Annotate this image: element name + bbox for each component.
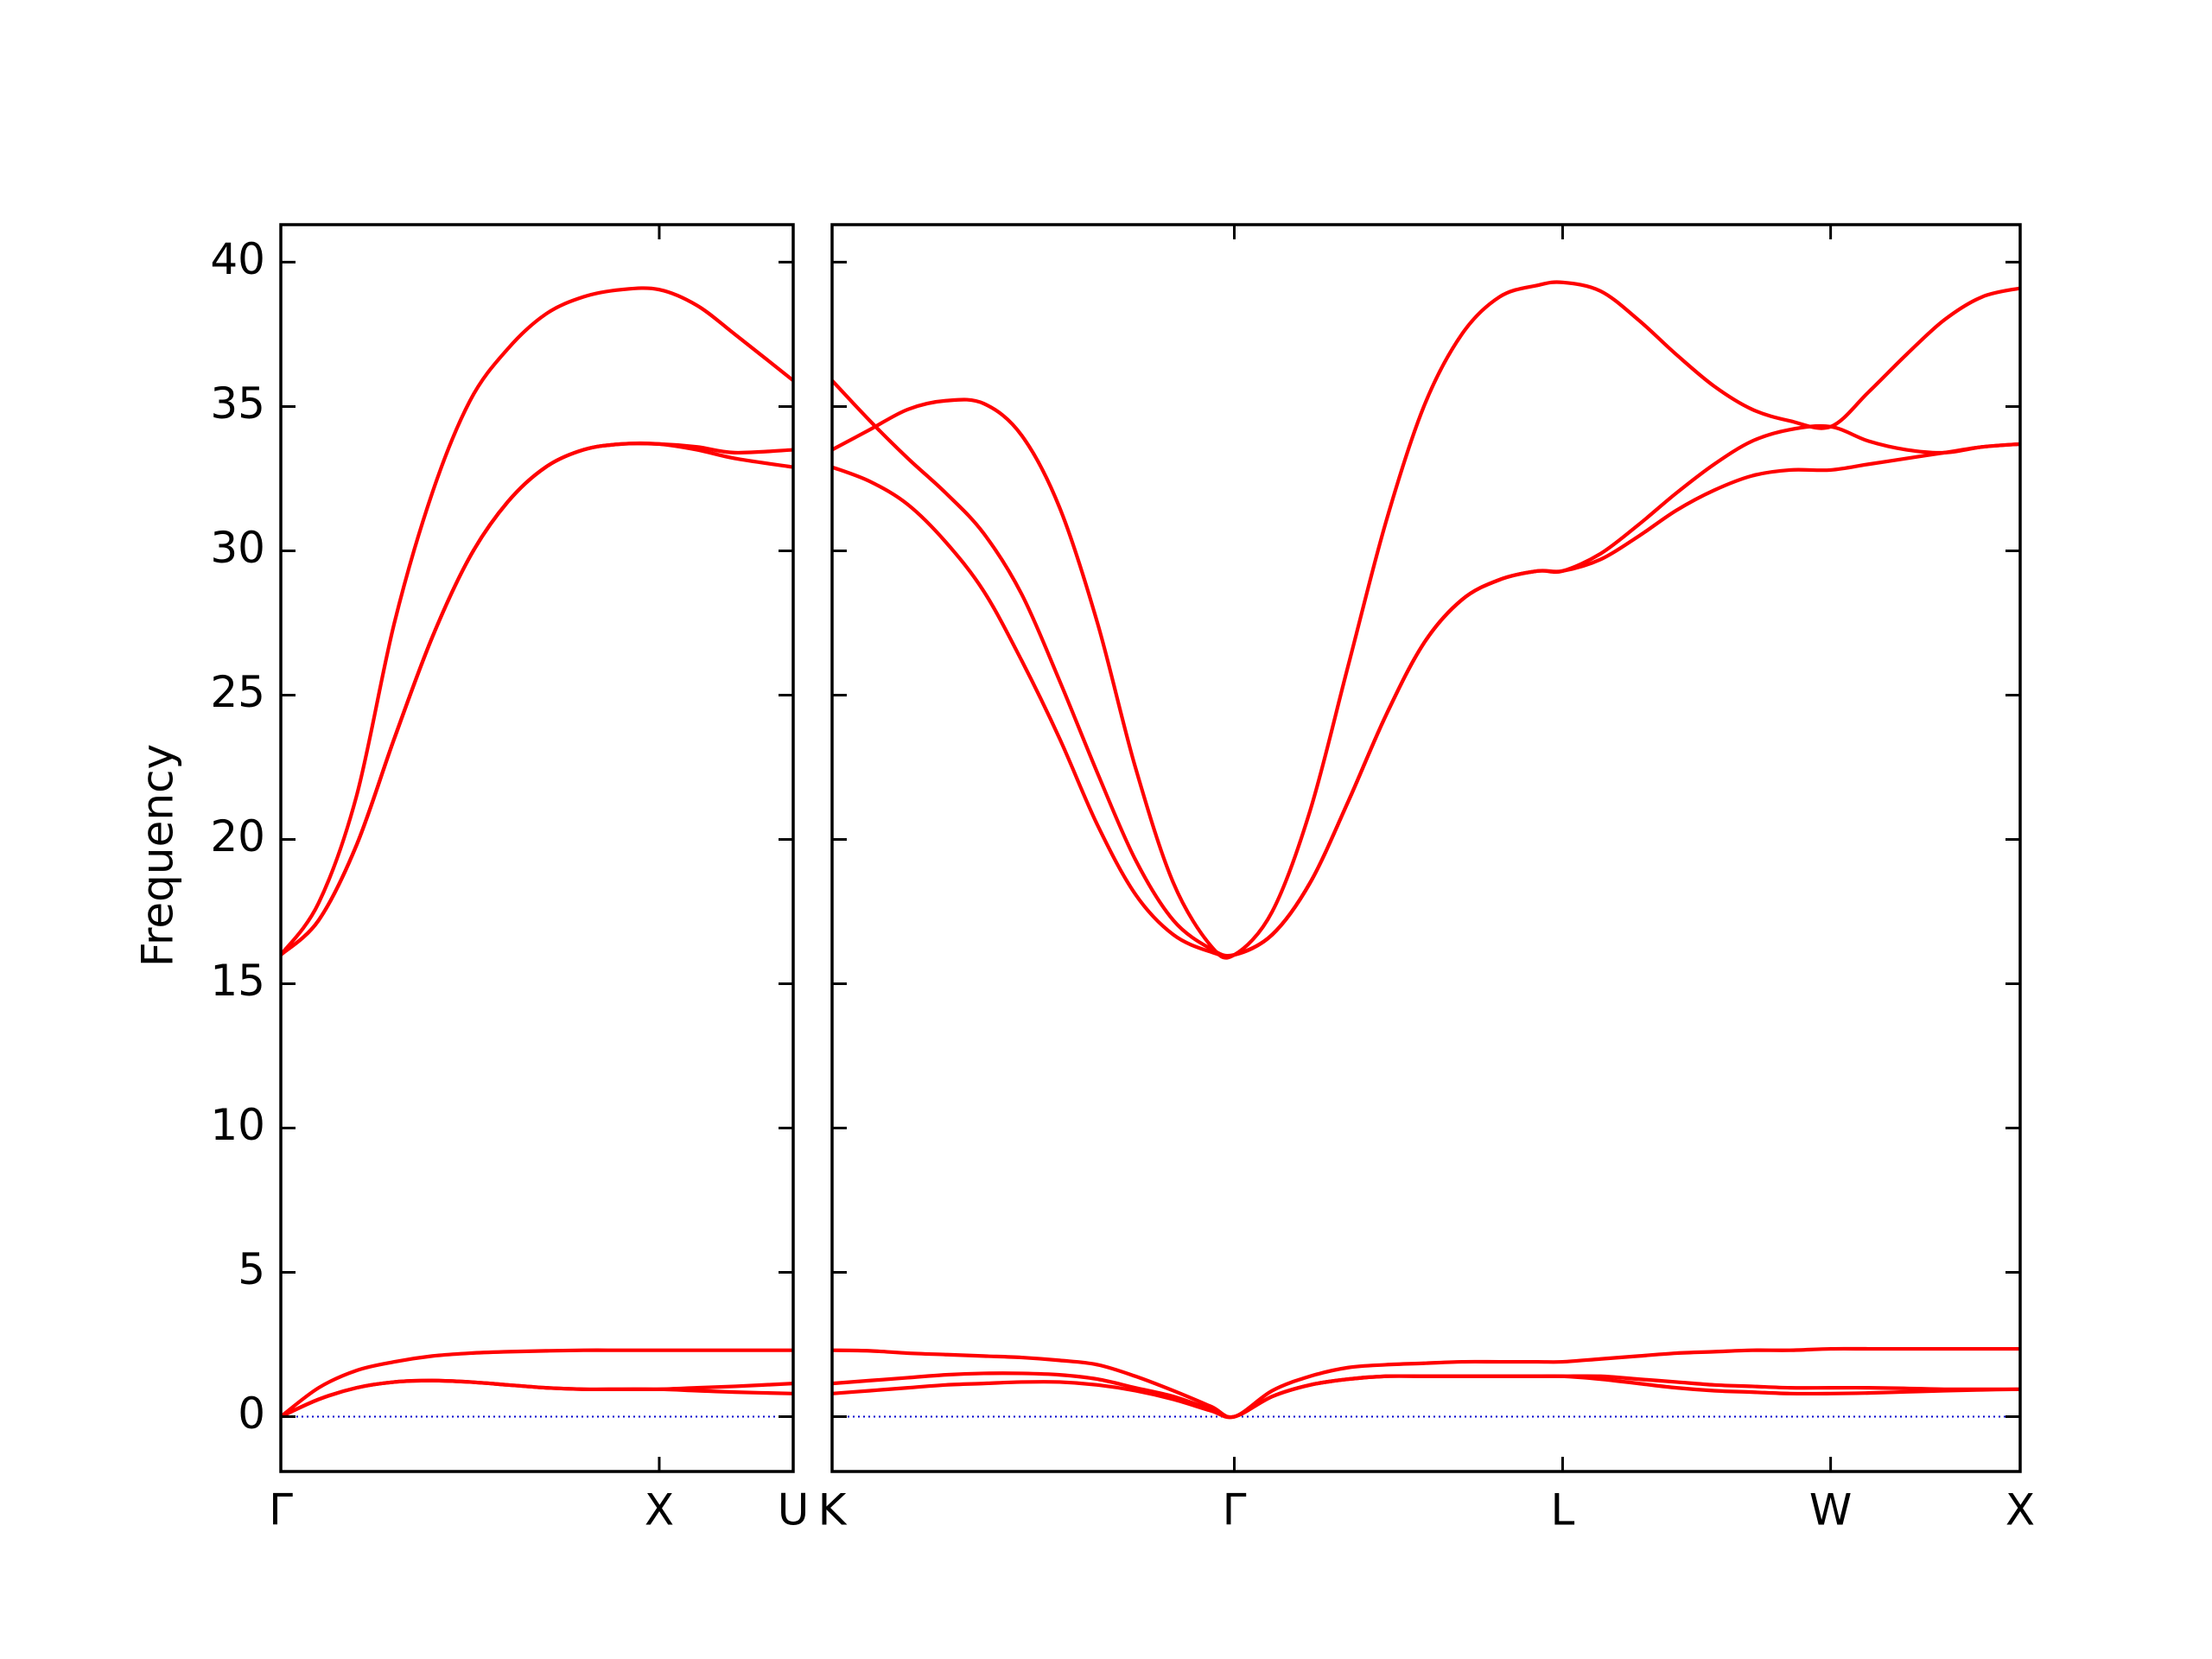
y-axis-label: Frequency [133,744,183,967]
band-line [832,378,2020,958]
plot-frame [279,223,795,1473]
y-tick-label: 20 [210,811,265,861]
x-tick-label: U [778,1485,810,1535]
x-tick-label: K [818,1485,848,1535]
band-line [281,286,793,957]
band-line [281,441,793,957]
x-tick-label: X [645,1485,674,1535]
x-tick-label: X [2005,1485,2035,1535]
x-tick-label: L [1551,1485,1575,1535]
y-tick-label: 0 [238,1389,265,1439]
plot-frame [830,223,2022,1473]
band-line [281,1348,793,1419]
x-tick-label: Γ [269,1485,293,1535]
y-tick-label: 15 [210,956,265,1006]
y-tick-label: 5 [238,1244,265,1294]
band-line [832,280,2020,960]
band-line [832,1346,2020,1420]
x-tick-label: W [1809,1485,1852,1535]
band-line [281,1378,793,1419]
x-tick-label: Γ [1223,1485,1247,1535]
y-tick-label: 30 [210,523,265,573]
band-line [832,1374,2020,1420]
y-tick-label: 10 [210,1100,265,1150]
y-tick-label: 35 [210,378,265,429]
y-tick-label: 40 [210,234,265,284]
y-tick-label: 25 [210,667,265,717]
